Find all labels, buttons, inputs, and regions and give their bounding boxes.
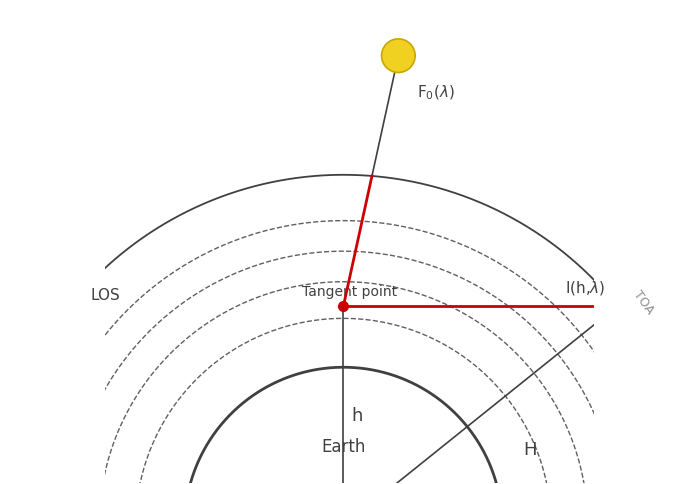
Text: H: H [523, 441, 537, 459]
Circle shape [382, 39, 415, 73]
Text: Earth: Earth [322, 438, 366, 455]
Text: h: h [351, 407, 362, 425]
Text: Tangent point: Tangent point [302, 285, 397, 299]
Text: LOS: LOS [91, 288, 120, 303]
Text: F$_0$($\lambda$): F$_0$($\lambda$) [417, 83, 454, 102]
Text: TOA: TOA [630, 288, 656, 317]
Text: I(h,$\lambda$): I(h,$\lambda$) [565, 279, 605, 297]
